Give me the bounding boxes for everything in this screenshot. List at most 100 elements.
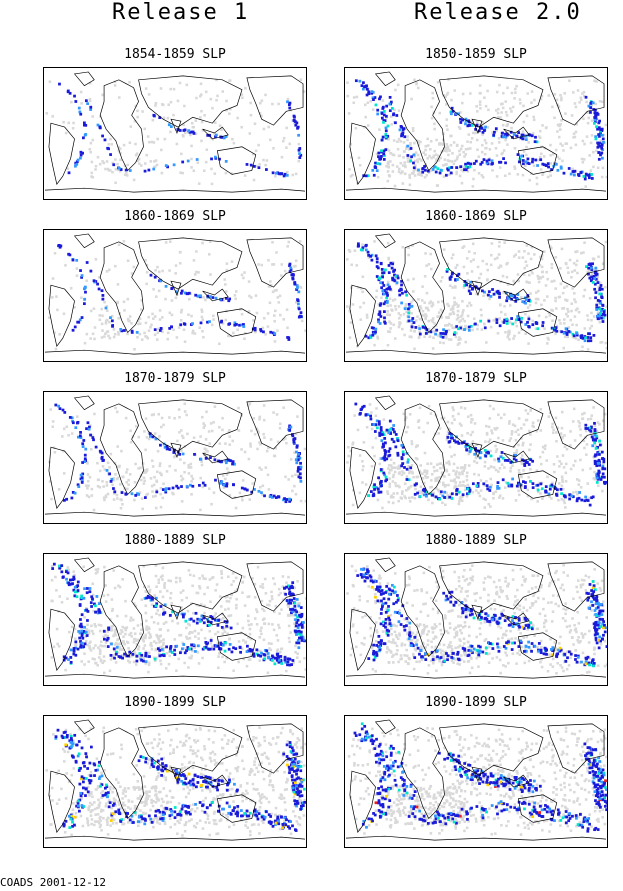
gray-obs-cell: [408, 335, 412, 338]
density-cell: [468, 284, 472, 288]
density-cell: [293, 120, 297, 123]
gray-obs-cell: [449, 479, 453, 482]
density-cell: [589, 336, 593, 340]
density-cell: [282, 174, 286, 178]
gray-obs-cell: [489, 263, 493, 267]
density-cell: [72, 649, 76, 653]
gray-obs-cell: [218, 595, 222, 598]
density-cell: [449, 112, 453, 116]
gray-obs-cell: [384, 430, 388, 433]
gray-obs-cell: [412, 170, 416, 173]
gray-obs-cell: [204, 448, 208, 451]
gray-obs-cell: [154, 104, 157, 107]
gray-obs-cell: [488, 148, 492, 151]
density-cell: [283, 497, 286, 500]
gray-obs-cell: [92, 508, 96, 512]
gray-obs-cell: [489, 505, 492, 508]
density-cell: [398, 128, 402, 132]
gray-obs-cell: [467, 133, 471, 136]
gray-obs-cell: [142, 647, 145, 650]
gray-obs-cell: [604, 240, 607, 244]
gray-obs-cell: [408, 496, 411, 500]
gray-obs-cell: [261, 618, 265, 621]
density-cell: [476, 482, 480, 485]
gray-obs-cell: [109, 169, 112, 172]
density-cell: [381, 281, 384, 285]
gray-obs-cell: [202, 577, 205, 580]
gray-obs-cell: [198, 577, 201, 580]
density-cell: [379, 468, 383, 471]
density-cell: [409, 159, 412, 163]
density-cell: [370, 326, 374, 330]
density-cell: [373, 165, 377, 169]
density-cell: [450, 492, 454, 496]
gray-obs-cell: [494, 468, 498, 472]
gray-obs-cell: [223, 660, 226, 664]
gray-obs-cell: [560, 98, 563, 102]
density-cell: [583, 499, 587, 503]
gray-obs-cell: [116, 497, 119, 500]
density-cell: [296, 469, 300, 473]
density-cell: [602, 140, 605, 144]
density-cell: [601, 464, 605, 468]
gray-obs-cell: [459, 147, 463, 151]
gray-obs-cell: [397, 167, 401, 171]
gray-obs-cell: [493, 257, 497, 261]
coastline: [73, 71, 95, 87]
gray-obs-cell: [457, 338, 460, 342]
gray-obs-cell: [259, 629, 262, 632]
density-cell: [110, 477, 114, 481]
gray-obs-cell: [443, 475, 446, 478]
gray-obs-cell: [463, 155, 466, 158]
density-cell: [512, 457, 516, 461]
gray-obs-cell: [275, 650, 279, 653]
gray-obs-cell: [163, 586, 166, 589]
gray-obs-cell: [485, 424, 488, 428]
gray-obs-cell: [597, 484, 600, 487]
density-cell: [288, 106, 292, 110]
gray-obs-cell: [563, 445, 567, 449]
gray-obs-cell: [242, 575, 246, 579]
density-cell: [504, 291, 508, 295]
gray-obs-cell: [456, 343, 460, 346]
density-cell: [164, 487, 168, 491]
gray-obs-cell: [285, 581, 288, 585]
gray-obs-cell: [162, 482, 165, 486]
density-cell: [229, 459, 233, 463]
density-cell: [367, 494, 370, 497]
density-cell: [84, 99, 88, 103]
gray-obs-cell: [486, 268, 490, 272]
gray-obs-cell: [541, 270, 544, 274]
gray-obs-cell: [258, 466, 261, 470]
density-cell: [79, 431, 82, 434]
gray-obs-cell: [106, 330, 110, 333]
gray-obs-cell: [247, 595, 251, 598]
gray-obs-cell: [456, 316, 460, 320]
gray-obs-cell: [500, 463, 504, 466]
gray-obs-cell: [201, 241, 204, 245]
density-cell: [90, 595, 94, 599]
gray-obs-cell: [188, 297, 191, 301]
density-cell: [97, 602, 101, 606]
density-cell: [292, 438, 296, 442]
gray-obs-cell: [471, 440, 475, 443]
gray-obs-cell: [297, 142, 301, 146]
gray-obs-cell: [576, 89, 580, 92]
gray-obs-cell: [474, 456, 478, 460]
density-cell: [222, 483, 226, 487]
density-cell: [546, 162, 550, 166]
density-cell: [585, 498, 589, 502]
gray-obs-cell: [479, 272, 483, 276]
gray-obs-cell: [87, 631, 91, 635]
gray-obs-cell: [158, 464, 162, 468]
density-cell: [300, 636, 303, 640]
map-canvas: [44, 395, 306, 517]
density-cell: [586, 427, 589, 430]
density-cell: [569, 172, 573, 176]
gray-obs-cell: [461, 101, 464, 105]
gray-obs-cell: [194, 635, 197, 638]
gray-obs-cell: [454, 481, 458, 484]
gray-obs-cell: [119, 158, 122, 162]
gray-obs-cell: [51, 425, 55, 429]
gray-obs-cell: [581, 345, 584, 349]
